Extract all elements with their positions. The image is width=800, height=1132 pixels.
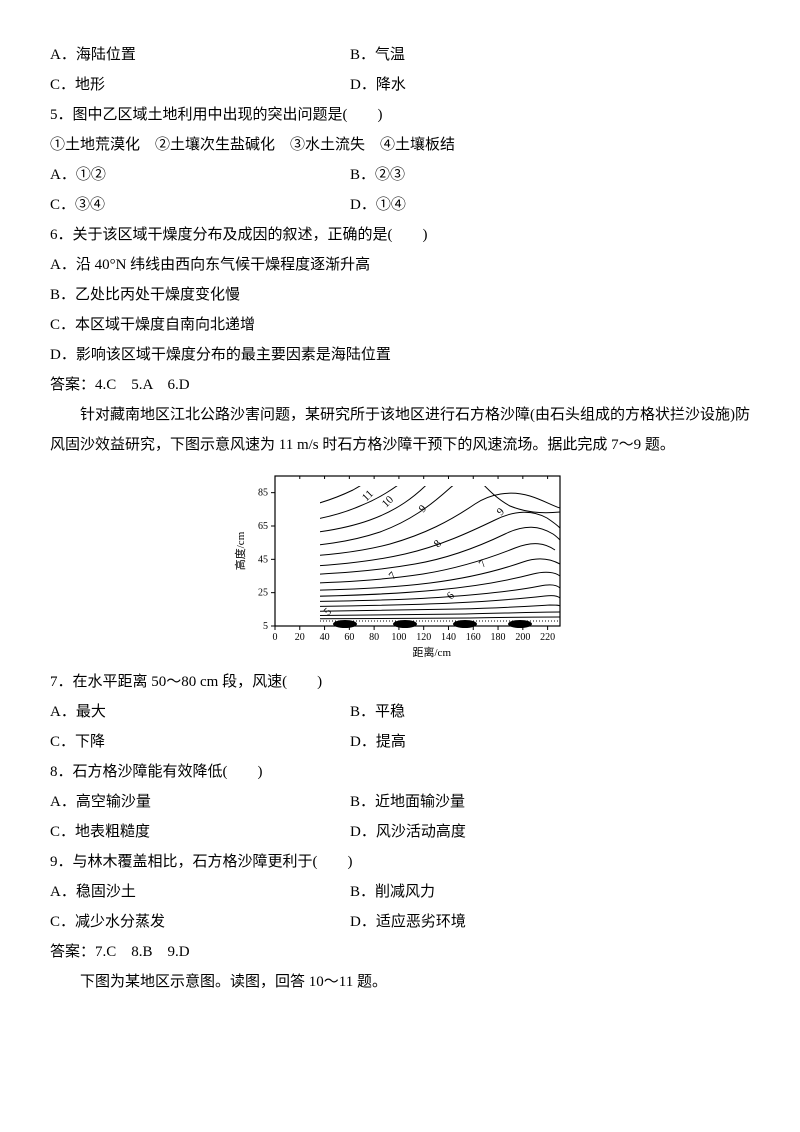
svg-text:距离/cm: 距离/cm [413, 645, 452, 659]
question-6: 6．关于该区域干燥度分布及成因的叙述，正确的是( ) [50, 220, 750, 250]
svg-text:6: 6 [445, 589, 458, 602]
option-a: A．稳固沙土 [50, 877, 350, 907]
option-d: D．影响该区域干燥度分布的最主要因素是海陆位置 [50, 340, 750, 370]
option-b: B．气温 [350, 40, 750, 70]
option-row: C．下降 D．提高 [50, 727, 750, 757]
option-row: A．高空输沙量 B．近地面输沙量 [50, 787, 750, 817]
option-row: C．地表粗糙度 D．风沙活动高度 [50, 817, 750, 847]
svg-text:5: 5 [263, 621, 268, 632]
svg-text:160: 160 [466, 632, 481, 643]
svg-text:200: 200 [515, 632, 530, 643]
svg-text:85: 85 [258, 488, 268, 499]
option-c: C．③④ [50, 190, 350, 220]
question-5-sub: ①土地荒漠化 ②土壤次生盐碱化 ③水土流失 ④土壤板结 [50, 130, 750, 160]
svg-text:高度/cm: 高度/cm [233, 531, 247, 570]
option-row: C．地形 D．降水 [50, 70, 750, 100]
contour-chart: 1110998776502040608010012014016018020022… [50, 466, 750, 661]
svg-text:180: 180 [491, 632, 506, 643]
option-row: A．①② B．②③ [50, 160, 750, 190]
question-8: 8．石方格沙障能有效降低( ) [50, 757, 750, 787]
option-b: B．近地面输沙量 [350, 787, 750, 817]
svg-text:8: 8 [432, 537, 445, 550]
svg-text:80: 80 [369, 632, 379, 643]
svg-text:11: 11 [360, 488, 376, 504]
svg-text:45: 45 [258, 554, 268, 565]
question-9: 9．与林木覆盖相比，石方格沙障更利于( ) [50, 847, 750, 877]
intro-text-3: 下图为某地区示意图。读图，回答 10～11 题。 [50, 967, 750, 997]
option-row: A．最大 B．平稳 [50, 697, 750, 727]
svg-text:5: 5 [322, 605, 335, 618]
svg-text:25: 25 [258, 588, 268, 599]
svg-text:10: 10 [380, 493, 397, 510]
answer-block-1: 答案：4.C 5.A 6.D [50, 370, 750, 400]
option-row: C．③④ D．①④ [50, 190, 750, 220]
option-b: B．乙处比丙处干燥度变化慢 [50, 280, 750, 310]
option-a: A．高空输沙量 [50, 787, 350, 817]
option-d: D．①④ [350, 190, 750, 220]
option-c: C．减少水分蒸发 [50, 907, 350, 937]
option-b: B．平稳 [350, 697, 750, 727]
option-d: D．适应恶劣环境 [350, 907, 750, 937]
option-row: C．减少水分蒸发 D．适应恶劣环境 [50, 907, 750, 937]
svg-text:65: 65 [258, 521, 268, 532]
svg-text:120: 120 [416, 632, 431, 643]
svg-text:140: 140 [441, 632, 456, 643]
option-a: A．海陆位置 [50, 40, 350, 70]
option-row: A．海陆位置 B．气温 [50, 40, 750, 70]
option-c: C．地形 [50, 70, 350, 100]
option-d: D．提高 [350, 727, 750, 757]
option-b: B．削减风力 [350, 877, 750, 907]
svg-text:0: 0 [273, 632, 278, 643]
answer-block-2: 答案：7.C 8.B 9.D [50, 937, 750, 967]
svg-text:60: 60 [344, 632, 354, 643]
option-d: D．风沙活动高度 [350, 817, 750, 847]
option-c: C．下降 [50, 727, 350, 757]
option-d: D．降水 [350, 70, 750, 100]
svg-text:220: 220 [540, 632, 555, 643]
option-a: A．①② [50, 160, 350, 190]
option-a: A．沿 40°N 纬线由西向东气候干燥程度逐渐升高 [50, 250, 750, 280]
chart-svg: 1110998776502040608010012014016018020022… [230, 466, 570, 661]
svg-text:7: 7 [387, 569, 400, 582]
svg-text:40: 40 [320, 632, 330, 643]
intro-text-2: 针对藏南地区江北公路沙害问题，某研究所于该地区进行石方格沙障(由石头组成的方格状… [50, 400, 750, 460]
option-a: A．最大 [50, 697, 350, 727]
option-c: C．本区域干燥度自南向北递增 [50, 310, 750, 340]
svg-text:100: 100 [391, 632, 406, 643]
question-5: 5．图中乙区域土地利用中出现的突出问题是( ) [50, 100, 750, 130]
question-7: 7．在水平距离 50～80 cm 段，风速( ) [50, 667, 750, 697]
svg-text:20: 20 [295, 632, 305, 643]
option-c: C．地表粗糙度 [50, 817, 350, 847]
svg-text:9: 9 [495, 505, 508, 518]
option-row: A．稳固沙土 B．削减风力 [50, 877, 750, 907]
option-b: B．②③ [350, 160, 750, 190]
